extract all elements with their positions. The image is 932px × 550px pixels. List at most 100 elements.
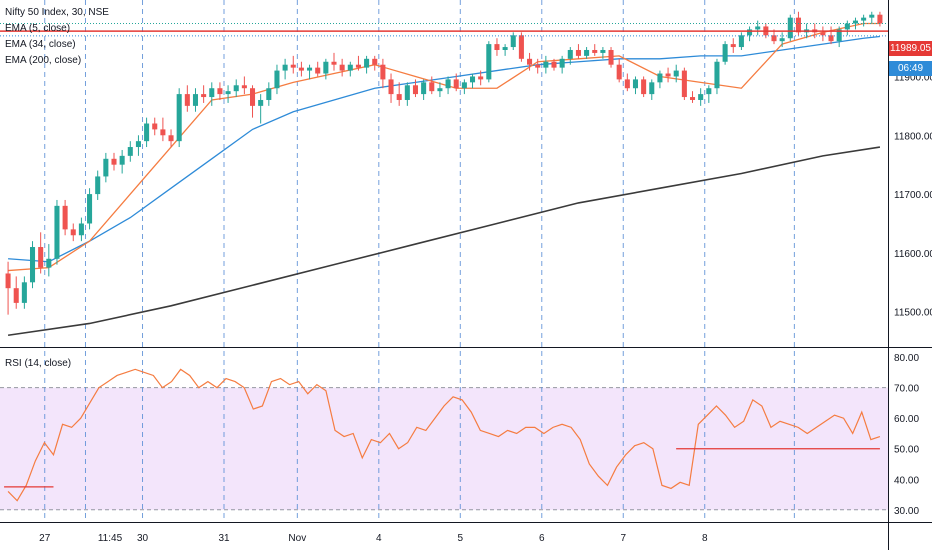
candle-body (315, 67, 321, 74)
rsi-tick-label: 70.00 (894, 384, 919, 395)
candle-body (771, 35, 777, 42)
candle (70, 223, 76, 242)
horizontal-lines[interactable] (0, 23, 888, 37)
candle-body (869, 14, 875, 18)
candle-body (339, 64, 345, 71)
candle (95, 170, 101, 200)
candle (844, 20, 850, 36)
legend-ema5[interactable]: EMA (5, close) (5, 23, 71, 34)
candle-body (567, 49, 573, 59)
rsi-tick-label: 40.00 (894, 475, 919, 486)
candle (258, 94, 264, 124)
candle (445, 76, 451, 95)
candle-body (404, 85, 410, 100)
candle (437, 82, 443, 98)
candle-body (29, 247, 36, 283)
price-tick-label: 11800.00 (894, 131, 932, 142)
candle (641, 76, 647, 98)
candle (665, 67, 671, 83)
axes-layer: 11500.00 11600.00 11700.00 11800.00 11900.00… (39, 72, 932, 544)
legend-rsi[interactable]: RSI (14, close) (5, 358, 72, 369)
candle-body (217, 88, 223, 95)
candle (111, 152, 117, 171)
last-price-badge: 11989.05 (889, 41, 932, 56)
candle-body (559, 58, 565, 68)
candle (412, 79, 419, 98)
candle (201, 85, 207, 103)
candle-body (70, 229, 76, 236)
candle-body (135, 141, 141, 148)
candle (861, 14, 867, 27)
candle-body (258, 99, 264, 106)
candles-layer (5, 11, 883, 315)
time-tick-label: Nov (288, 533, 306, 544)
candle-body (241, 85, 247, 89)
candle-body (657, 73, 663, 83)
candle (779, 32, 785, 48)
candle (592, 44, 598, 56)
candle-body (494, 44, 500, 50)
candle-body (209, 88, 215, 98)
candle-body (787, 17, 793, 39)
candle-body (836, 29, 842, 42)
candle (584, 47, 590, 59)
candle (608, 47, 614, 68)
candle (738, 32, 744, 50)
candle-body (600, 49, 606, 53)
candle (160, 117, 166, 142)
candle-body (698, 94, 704, 100)
candle-body (176, 94, 182, 142)
candle (510, 32, 516, 50)
candle-body (421, 82, 427, 95)
candle (632, 76, 639, 95)
candle (649, 79, 655, 100)
candle (698, 88, 704, 106)
candle-body (225, 91, 231, 95)
candle-body (535, 64, 541, 68)
candle-body (5, 273, 11, 289)
candle (307, 64, 313, 80)
candle-body (233, 85, 239, 92)
candle-body (290, 64, 296, 68)
candle (87, 188, 93, 230)
candle-body (38, 247, 44, 268)
candle-body (412, 85, 419, 95)
candle-body (738, 35, 744, 48)
candle-body (852, 20, 859, 24)
candle-body (331, 61, 337, 65)
rsi-tick-label: 80.00 (894, 353, 919, 364)
candle-body (266, 88, 272, 100)
candle-body (755, 26, 761, 30)
candle-body (119, 155, 125, 165)
candle-body (201, 94, 207, 98)
candle (323, 58, 329, 80)
candle (388, 73, 394, 103)
candle (372, 55, 378, 71)
time-tick-label: 6 (539, 533, 545, 544)
candle-body (13, 288, 19, 303)
candle (217, 82, 223, 100)
candle (21, 276, 27, 309)
candle-body (445, 79, 451, 89)
candle (62, 199, 68, 236)
candle (600, 47, 606, 59)
legend-ema34[interactable]: EMA (34, close) (5, 39, 76, 50)
legend-ema200[interactable]: EMA (200, close) (5, 55, 82, 66)
candle-body (168, 135, 174, 142)
candle (282, 58, 288, 80)
candle-body (111, 158, 117, 165)
candle (78, 217, 84, 242)
time-tick-label: 31 (218, 533, 230, 544)
candle (453, 73, 459, 92)
candle-body (396, 94, 402, 100)
rsi-tick-label: 60.00 (894, 414, 919, 425)
candle (469, 73, 476, 89)
candle-body (282, 64, 288, 71)
candle-body (21, 282, 27, 303)
candle-body (323, 61, 329, 74)
candle (152, 117, 158, 136)
candle (535, 58, 541, 74)
candle (192, 88, 199, 112)
chart-title: Nifty 50 Index, 30, NSE (5, 7, 109, 18)
